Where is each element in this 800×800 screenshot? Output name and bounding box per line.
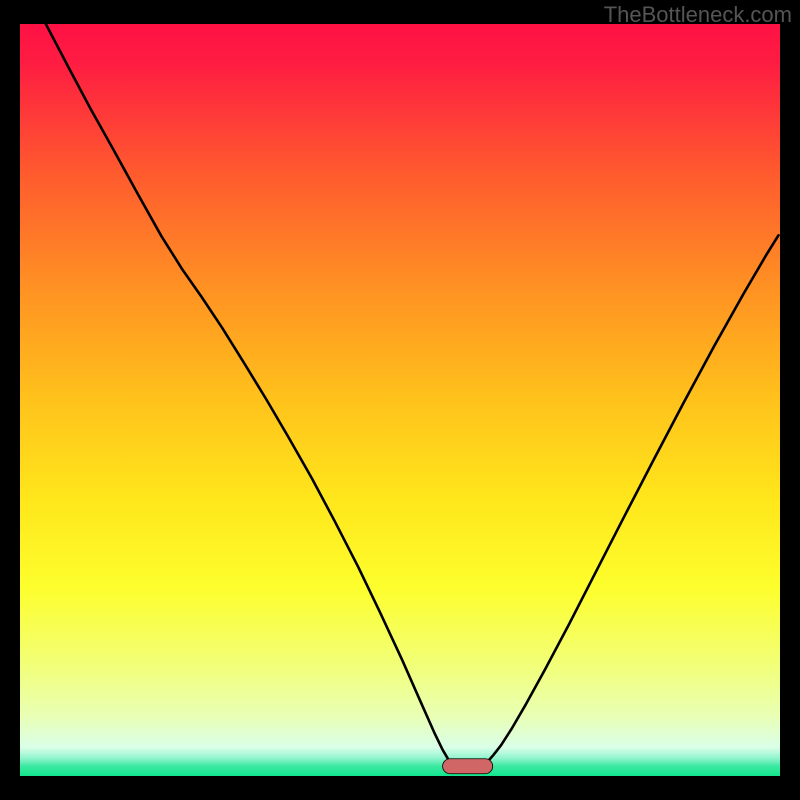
gradient-v-chart <box>0 0 800 800</box>
watermark-text: TheBottleneck.com <box>604 2 792 28</box>
figure-container: TheBottleneck.com <box>0 0 800 800</box>
plot-background <box>20 24 780 776</box>
optimum-marker <box>443 759 493 774</box>
